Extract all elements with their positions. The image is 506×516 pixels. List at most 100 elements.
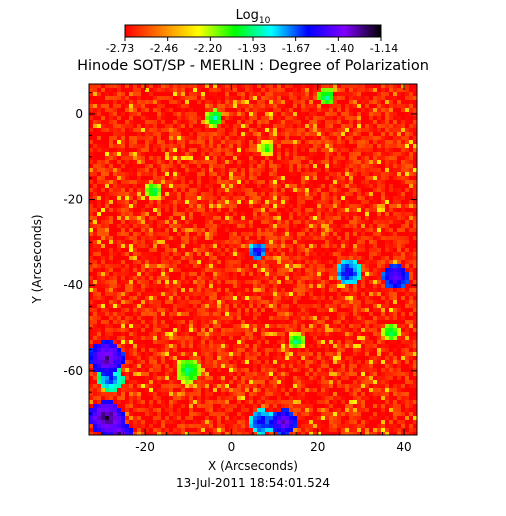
heatmap-cell [237,156,241,160]
heatmap-cell [169,204,173,208]
heatmap-cell [281,200,285,204]
heatmap-cell [257,236,261,240]
heatmap-cell [221,132,225,136]
heatmap-cell [389,284,393,288]
heatmap-cell [345,276,349,280]
heatmap-cell [405,140,409,144]
heatmap-cell [329,160,333,164]
heatmap-cell [285,180,289,184]
heatmap-cell [121,176,125,180]
heatmap-cell [101,244,105,248]
heatmap-cell [353,296,357,300]
heatmap-cell [253,100,257,104]
heatmap-cell [97,228,101,232]
heatmap-cell [405,256,409,260]
heatmap-cell [321,248,325,252]
heatmap-cell [145,124,149,128]
heatmap-cell [105,84,109,88]
heatmap-cell [157,220,161,224]
heatmap-cell [89,84,93,88]
heatmap-cell [261,240,265,244]
heatmap-cell [381,188,385,192]
heatmap-cell [137,192,141,196]
heatmap-cell [409,132,413,136]
heatmap-cell [353,104,357,108]
heatmap-cell [117,116,121,120]
heatmap-cell [381,272,385,276]
heatmap-cell [285,320,289,324]
heatmap-cell [285,316,289,320]
heatmap-cell [209,188,213,192]
heatmap-cell [401,152,405,156]
heatmap-cell [385,144,389,148]
heatmap-cell [141,316,145,320]
heatmap-cell [253,312,257,316]
heatmap-cell [97,164,101,168]
heatmap-cell [285,168,289,172]
heatmap-cell [165,252,169,256]
heatmap-cell [361,244,365,248]
heatmap-cell [113,160,117,164]
heatmap-cell [197,112,201,116]
heatmap-cell [317,236,321,240]
heatmap-cell [157,232,161,236]
heatmap-cell [205,288,209,292]
heatmap-cell [349,308,353,312]
heatmap-cell [345,208,349,212]
heatmap-cell [177,84,181,88]
heatmap-cell [313,296,317,300]
heatmap-cell [289,144,293,148]
heatmap-cell [105,264,109,268]
heatmap-cell [137,220,141,224]
heatmap-cell [157,316,161,320]
heatmap-cell [341,168,345,172]
heatmap-cell [193,144,197,148]
heatmap-cell [389,104,393,108]
heatmap-cell [245,256,249,260]
heatmap-cell [249,96,253,100]
heatmap-cell [313,164,317,168]
heatmap-cell [345,256,349,260]
heatmap-cell [213,160,217,164]
heatmap-cell [413,144,417,148]
heatmap-cell [341,124,345,128]
heatmap-cell [101,112,105,116]
heatmap-cell [281,104,285,108]
heatmap-cell [413,92,417,96]
heatmap-cell [213,128,217,132]
heatmap-cell [285,120,289,124]
heatmap-cell [393,116,397,120]
heatmap-cell [133,324,137,328]
heatmap-cell [89,212,93,216]
heatmap-cell [285,264,289,268]
heatmap-cell [397,116,401,120]
heatmap-cell [181,260,185,264]
heatmap-cell [297,124,301,128]
heatmap-cell [329,148,333,152]
heatmap-cell [121,264,125,268]
heatmap-cell [393,148,397,152]
heatmap-cell [297,200,301,204]
heatmap-cell [205,248,209,252]
heatmap-cell [93,308,97,312]
heatmap-cell [109,208,113,212]
heatmap-cell [273,204,277,208]
heatmap-cell [325,320,329,324]
heatmap-cell [249,296,253,300]
heatmap-cell [185,184,189,188]
heatmap-cell [337,308,341,312]
heatmap-cell [409,308,413,312]
heatmap-cell [349,240,353,244]
heatmap-cell [309,232,313,236]
heatmap-cell [313,288,317,292]
heatmap-cell [277,268,281,272]
heatmap-cell [261,248,265,252]
heatmap-cell [377,264,381,268]
heatmap-cell [253,168,257,172]
heatmap-cell [145,260,149,264]
heatmap-cell [181,128,185,132]
heatmap-cell [309,184,313,188]
heatmap-cell [401,316,405,320]
heatmap-cell [365,192,369,196]
heatmap-cell [133,176,137,180]
